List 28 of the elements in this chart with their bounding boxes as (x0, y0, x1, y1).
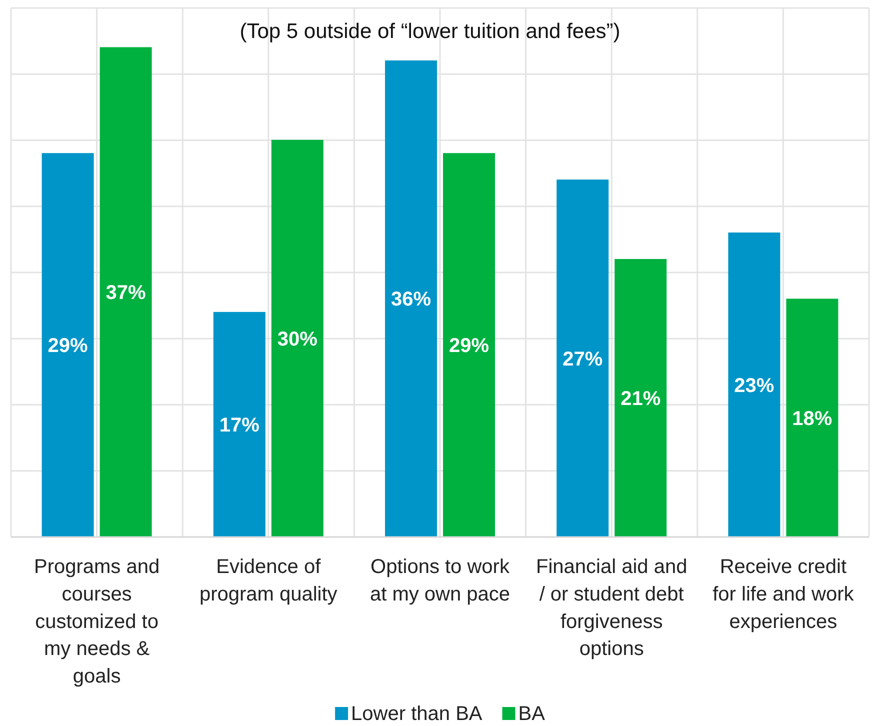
data-label: 30% (277, 328, 318, 350)
x-tick-label: Programs and courses customized to my needs & goals (34, 556, 160, 688)
bar (443, 153, 495, 537)
data-label: 36% (390, 288, 432, 311)
bar (213, 312, 266, 537)
bar (271, 140, 324, 537)
bar (728, 232, 780, 537)
bar (786, 298, 838, 537)
data-label: 18% (792, 408, 832, 430)
x-tick-label: Receive credit for life and work experiences (712, 556, 855, 633)
bar (100, 47, 152, 537)
bar (556, 180, 609, 537)
data-label: 23% (734, 374, 774, 397)
chart-title: (Top 5 outside of “lower tuition and fees”) (240, 20, 620, 43)
data-label: 29% (48, 335, 88, 358)
x-tick-label: Evidence of program quality (199, 556, 338, 606)
x-tick-label: Financial aid and / or student debt forgiveness options (536, 556, 688, 660)
legend-label: BA (518, 703, 546, 725)
data-label: 17% (219, 414, 260, 436)
legend-label: Lower than BA (351, 703, 483, 725)
bar (614, 258, 667, 537)
data-label: 29% (448, 335, 490, 358)
bar (42, 153, 94, 537)
x-tick-label: Options to work at my own pace (370, 556, 510, 606)
data-label: 37% (106, 282, 146, 304)
bar (385, 60, 437, 537)
data-label: 27% (562, 348, 603, 370)
data-label: 21% (620, 388, 661, 410)
